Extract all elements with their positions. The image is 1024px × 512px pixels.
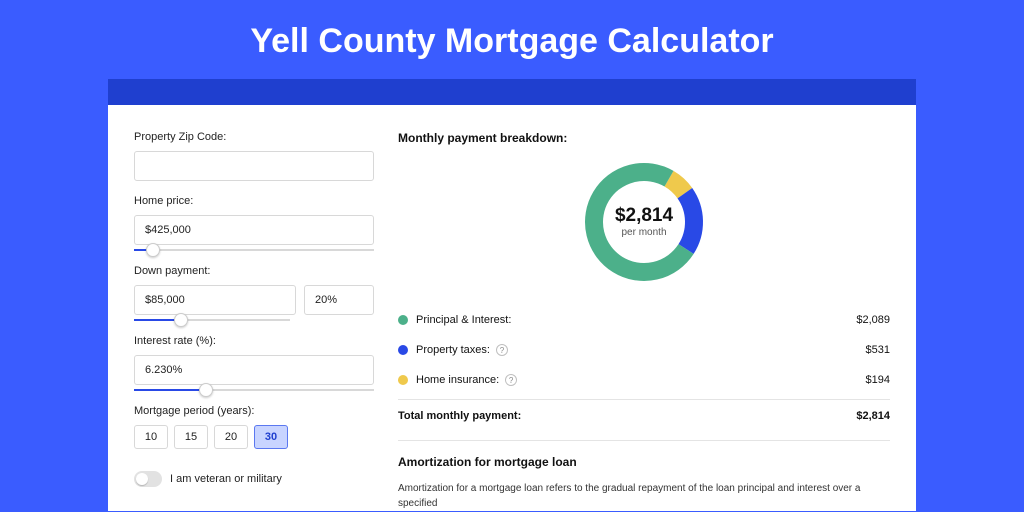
breakdown-row: Principal & Interest: $2,089 (398, 305, 890, 335)
interest-rate-slider[interactable] (134, 389, 374, 391)
donut-chart: $2,814 per month (579, 157, 709, 287)
interest-rate-slider-thumb[interactable] (199, 383, 213, 397)
header-accent-bar (108, 79, 916, 105)
breakdown-label: Home insurance: (416, 374, 499, 386)
down-payment-slider[interactable] (134, 319, 290, 321)
mortgage-period-label: Mortgage period (years): (134, 405, 374, 417)
down-payment-label: Down payment: (134, 265, 374, 277)
veteran-row: I am veteran or military (134, 471, 374, 487)
info-icon[interactable]: ? (505, 374, 517, 386)
home-price-slider[interactable] (134, 249, 374, 251)
amortization-title: Amortization for mortgage loan (398, 455, 890, 469)
home-price-label: Home price: (134, 195, 374, 207)
legend-dot (398, 375, 408, 385)
breakdown-row: Home insurance:? $194 (398, 365, 890, 395)
mortgage-period-field-group: Mortgage period (years): 10152030 (134, 405, 374, 449)
period-option-10[interactable]: 10 (134, 425, 168, 449)
mortgage-period-options: 10152030 (134, 425, 374, 449)
donut-segment (669, 179, 685, 193)
veteran-toggle[interactable] (134, 471, 162, 487)
donut-center-sub: per month (621, 227, 666, 238)
legend-dot (398, 345, 408, 355)
donut-segment (685, 193, 694, 249)
down-payment-slider-thumb[interactable] (174, 313, 188, 327)
breakdown-row: Property taxes:? $531 (398, 335, 890, 365)
breakdown-value: $2,089 (856, 314, 890, 326)
amortization-section: Amortization for mortgage loan Amortizat… (398, 440, 890, 511)
breakdown-column: Monthly payment breakdown: $2,814 per mo… (398, 131, 890, 511)
interest-rate-field-group: Interest rate (%): (134, 335, 374, 391)
donut-chart-wrap: $2,814 per month (398, 157, 890, 287)
amortization-text: Amortization for a mortgage loan refers … (398, 481, 890, 511)
period-option-15[interactable]: 15 (174, 425, 208, 449)
total-value: $2,814 (856, 410, 890, 422)
down-payment-input[interactable] (134, 285, 296, 315)
period-option-20[interactable]: 20 (214, 425, 248, 449)
home-price-input[interactable] (134, 215, 374, 245)
total-row: Total monthly payment: $2,814 (398, 399, 890, 422)
page-title: Yell County Mortgage Calculator (0, 0, 1024, 79)
interest-rate-input[interactable] (134, 355, 374, 385)
breakdown-list: Principal & Interest: $2,089 Property taxe… (398, 305, 890, 395)
down-payment-pct-input[interactable] (304, 285, 374, 315)
total-label: Total monthly payment: (398, 410, 521, 422)
donut-center-amount: $2,814 (615, 205, 674, 226)
info-icon[interactable]: ? (496, 344, 508, 356)
zip-input[interactable] (134, 151, 374, 181)
inputs-column: Property Zip Code: Home price: Down paym… (134, 131, 374, 511)
veteran-toggle-knob (136, 473, 148, 485)
period-option-30[interactable]: 30 (254, 425, 288, 449)
calculator-card: Property Zip Code: Home price: Down paym… (108, 105, 916, 511)
zip-field-group: Property Zip Code: (134, 131, 374, 181)
down-payment-field-group: Down payment: (134, 265, 374, 321)
breakdown-value: $194 (866, 374, 890, 386)
interest-rate-label: Interest rate (%): (134, 335, 374, 347)
breakdown-value: $531 (866, 344, 890, 356)
legend-dot (398, 315, 408, 325)
veteran-label: I am veteran or military (170, 473, 282, 485)
zip-label: Property Zip Code: (134, 131, 374, 143)
home-price-slider-thumb[interactable] (146, 243, 160, 257)
breakdown-title: Monthly payment breakdown: (398, 131, 890, 145)
breakdown-label: Property taxes: (416, 344, 490, 356)
home-price-field-group: Home price: (134, 195, 374, 251)
breakdown-label: Principal & Interest: (416, 314, 511, 326)
